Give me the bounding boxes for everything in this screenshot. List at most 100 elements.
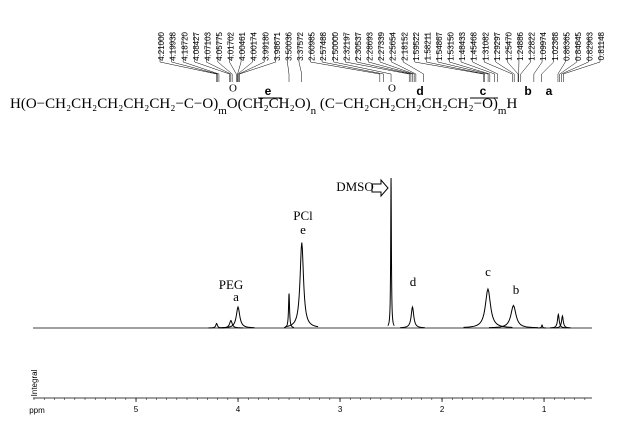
peak-leader (368, 34, 414, 82)
peak-leader (449, 34, 491, 82)
peak-leader (229, 34, 237, 82)
peak-label: 1.22822 (528, 31, 537, 60)
peak-leader (239, 34, 277, 82)
annotation: DMSO (336, 179, 374, 194)
peak-label: 2.60985 (308, 31, 317, 60)
peak-label: 3.37572 (296, 31, 305, 60)
peak-leader (287, 34, 290, 82)
peak-leader (557, 34, 566, 82)
peak-label: 1.25470 (504, 31, 513, 60)
formula-part: O(CH₂CH₂O) (227, 96, 311, 112)
peak-label: 3.98671 (273, 31, 282, 60)
peak-label: 0.84645 (574, 31, 583, 60)
peak-leader (391, 34, 417, 82)
peak-leader (237, 34, 242, 82)
peak (284, 293, 295, 328)
peak-label: 1.29297 (493, 31, 502, 60)
group-label: d (416, 84, 423, 98)
peak-label: 1.02368 (551, 31, 560, 60)
peak-label: 2.57488 (319, 31, 328, 60)
annotation: d (410, 274, 417, 289)
peak-leader (321, 34, 384, 82)
peak-leader (237, 34, 253, 82)
peak-label: 2.32197 (342, 31, 351, 60)
peak-leader (333, 34, 392, 82)
peak-label: 4.00174 (250, 31, 259, 60)
peak-leader (541, 34, 554, 82)
peak (463, 287, 513, 328)
peak-label: 2.30537 (354, 31, 363, 60)
group-label: e (265, 84, 272, 98)
peak-leader (561, 34, 589, 82)
peak-leader (182, 34, 220, 82)
peak-leader (310, 34, 381, 82)
x-tick-label: 5 (134, 405, 139, 414)
y-axis-label: Integral (30, 369, 39, 396)
structure-formula: H(O−CH₂CH₂CH₂CH₂CH₂−C−O)mO(CH₂CH₂O)n (C−… (10, 96, 517, 116)
peak-leader (520, 34, 531, 82)
peak-label: 2.25654 (389, 31, 398, 60)
x-tick-label: 4 (236, 405, 241, 414)
x-tick-label: 2 (440, 405, 445, 414)
peak-label: 3.50036 (284, 31, 293, 60)
group-label: c (480, 84, 487, 98)
peak-leader (507, 34, 519, 82)
peak (387, 177, 395, 326)
peak-label: 4.07103 (203, 31, 212, 60)
peak-label: 2.28693 (366, 31, 375, 60)
formula-part: H (506, 96, 517, 112)
peak-label: 2.50000 (331, 31, 340, 60)
annotation: c (485, 264, 491, 279)
peak-leader (460, 34, 495, 82)
peak (488, 304, 538, 329)
peak-label: 3.99180 (261, 31, 270, 60)
peak-leader (159, 34, 217, 82)
peak-label: 2.18152 (400, 31, 409, 60)
subscript: n (311, 105, 317, 117)
annotation: PCl (293, 208, 313, 223)
peak-label: 1.09974 (539, 31, 548, 60)
peak-leader (426, 34, 485, 82)
peak-label: 4.00461 (238, 31, 247, 60)
peak-label: 4.08427 (192, 31, 201, 60)
peak-label: 2.27339 (377, 31, 386, 60)
peak (400, 305, 425, 329)
annotation: a (233, 289, 239, 304)
subscript: m (498, 105, 507, 117)
annotation: b (513, 282, 520, 297)
peak-leader (472, 34, 498, 82)
peak (221, 305, 255, 329)
peak-leader (206, 34, 232, 82)
arrow (371, 178, 389, 198)
peak-label: 1.59522 (412, 31, 421, 60)
peak-label: 4.21000 (157, 31, 166, 60)
formula-part: (C−CH₂CH₂CH₂CH₂CH₂−O) (316, 96, 498, 112)
peak-leader (483, 34, 513, 82)
peak-leader (559, 34, 578, 82)
annotation: e (300, 222, 306, 237)
peak-leader (379, 34, 415, 82)
peak-label: 1.53150 (447, 31, 456, 60)
x-tick-label: 1 (542, 405, 547, 414)
peak-label: 0.81148 (597, 31, 606, 60)
annotation: PEG (219, 277, 244, 292)
x-tick-label: 3 (338, 405, 343, 414)
peak-leader (437, 34, 489, 82)
peak-leader (298, 34, 302, 82)
peak-leader (345, 34, 410, 82)
peak-leader (238, 34, 265, 82)
peak-leader (171, 34, 218, 82)
peak-leader (402, 34, 424, 82)
peak (554, 314, 571, 329)
peak-label: 4.05775 (215, 31, 224, 60)
peak-label: 0.82963 (586, 31, 595, 60)
peak-label: 1.24886 (516, 31, 525, 60)
peak-leader (495, 34, 515, 82)
peak-leader (217, 34, 233, 82)
formula-part: H(O−CH₂CH₂CH₂CH₂CH₂−C−O) (10, 96, 218, 112)
peak-label: 4.18720 (180, 31, 189, 60)
carbonyl-o: O (388, 83, 396, 95)
peak-label: 1.54867 (435, 31, 444, 60)
subscript: m (218, 105, 227, 117)
peak-label: 1.48433 (458, 31, 467, 60)
